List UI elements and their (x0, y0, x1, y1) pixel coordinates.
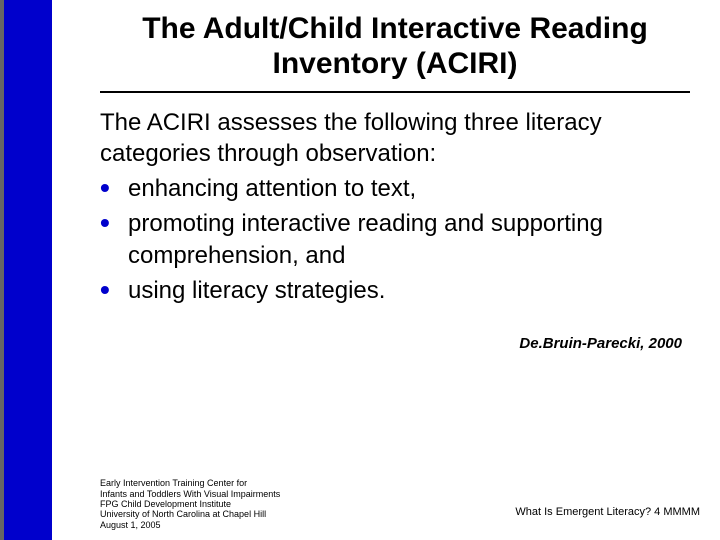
citation: De.Bruin-Parecki, 2000 (100, 335, 690, 352)
bullet-list: enhancing attention to text, promoting i… (100, 173, 690, 307)
slide-content: The Adult/Child Interactive Reading Inve… (52, 0, 720, 540)
left-accent-bar (0, 0, 52, 540)
bullet-item: promoting interactive reading and suppor… (100, 208, 690, 273)
footer-line: Infants and Toddlers With Visual Impairm… (100, 489, 280, 499)
slide-title: The Adult/Child Interactive Reading Inve… (100, 12, 690, 93)
footer-right: What Is Emergent Literacy? 4 MMMM (515, 506, 700, 530)
footer-left: Early Intervention Training Center for I… (100, 478, 280, 530)
slide-footer: Early Intervention Training Center for I… (100, 478, 700, 530)
footer-line: August 1, 2005 (100, 520, 280, 530)
footer-line: University of North Carolina at Chapel H… (100, 509, 280, 519)
intro-text: The ACIRI assesses the following three l… (100, 107, 690, 169)
footer-line: FPG Child Development Institute (100, 499, 280, 509)
bullet-item: enhancing attention to text, (100, 173, 690, 205)
bullet-item: using literacy strategies. (100, 275, 690, 307)
footer-line: Early Intervention Training Center for (100, 478, 280, 488)
